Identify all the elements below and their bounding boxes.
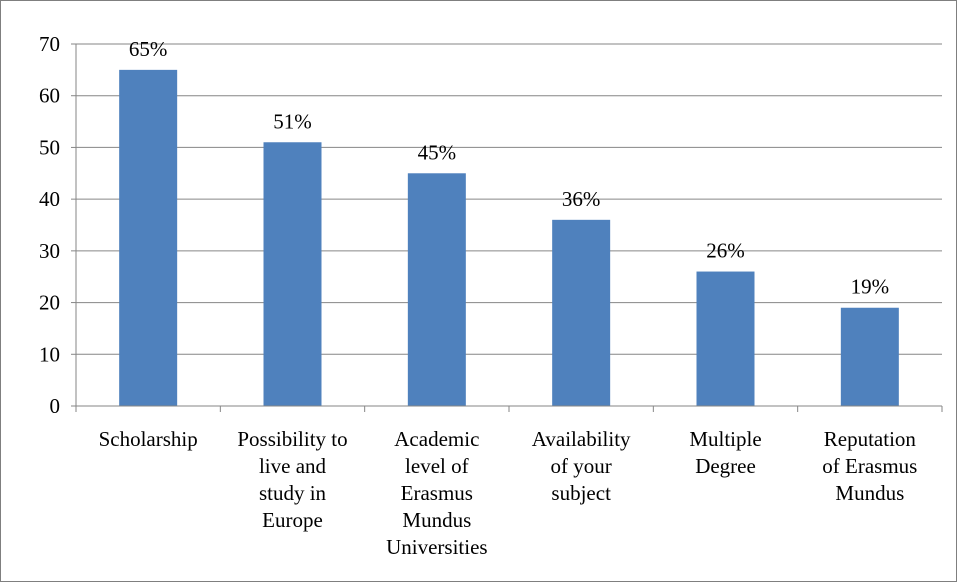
bar — [407, 173, 466, 406]
category-label: Mundus — [402, 508, 471, 532]
data-label: 19% — [851, 275, 890, 299]
category-label: Erasmus — [401, 481, 473, 505]
data-labels: 65% 51% 45% 36% 26% 19% — [129, 37, 889, 299]
x-axis-category-labels: Scholarship Possibility to live and study i… — [99, 427, 918, 559]
category-label: live and — [259, 454, 327, 478]
bar — [696, 271, 755, 406]
data-label: 36% — [562, 187, 601, 211]
category-label: level of — [405, 454, 469, 478]
bar — [840, 307, 899, 406]
y-tick-label: 0 — [50, 394, 61, 418]
data-label: 51% — [273, 109, 312, 133]
axes — [71, 43, 943, 412]
y-tick-label: 30 — [39, 239, 60, 263]
category-label: Availability — [532, 427, 631, 451]
category-label: Academic — [394, 427, 479, 451]
bar — [552, 219, 611, 406]
y-tick-label: 60 — [39, 84, 60, 108]
category-label: Europe — [262, 508, 323, 532]
category-label: of Erasmus — [822, 454, 917, 478]
category-label: Multiple — [689, 427, 761, 451]
y-tick-label: 50 — [39, 135, 60, 159]
category-label: Scholarship — [99, 427, 198, 451]
y-axis-tick-labels: 0 10 20 30 40 50 60 70 — [39, 32, 60, 418]
category-label: Mundus — [835, 481, 904, 505]
bar — [119, 69, 178, 406]
data-label: 65% — [129, 37, 168, 61]
gridlines — [76, 43, 942, 355]
y-tick-label: 10 — [39, 342, 60, 366]
bars — [119, 69, 899, 406]
category-label: Possibility to — [237, 427, 347, 451]
y-tick-label: 20 — [39, 291, 60, 315]
y-tick-label: 40 — [39, 187, 60, 211]
category-label: subject — [551, 481, 611, 505]
category-label: Reputation — [824, 427, 917, 451]
category-label: Degree — [695, 454, 756, 478]
data-label: 26% — [706, 239, 745, 263]
category-label: of your — [551, 454, 612, 478]
bar — [263, 142, 322, 406]
y-tick-label: 70 — [39, 32, 60, 56]
category-label: Universities — [386, 535, 487, 559]
category-label: study in — [259, 481, 327, 505]
data-label: 45% — [418, 140, 457, 164]
